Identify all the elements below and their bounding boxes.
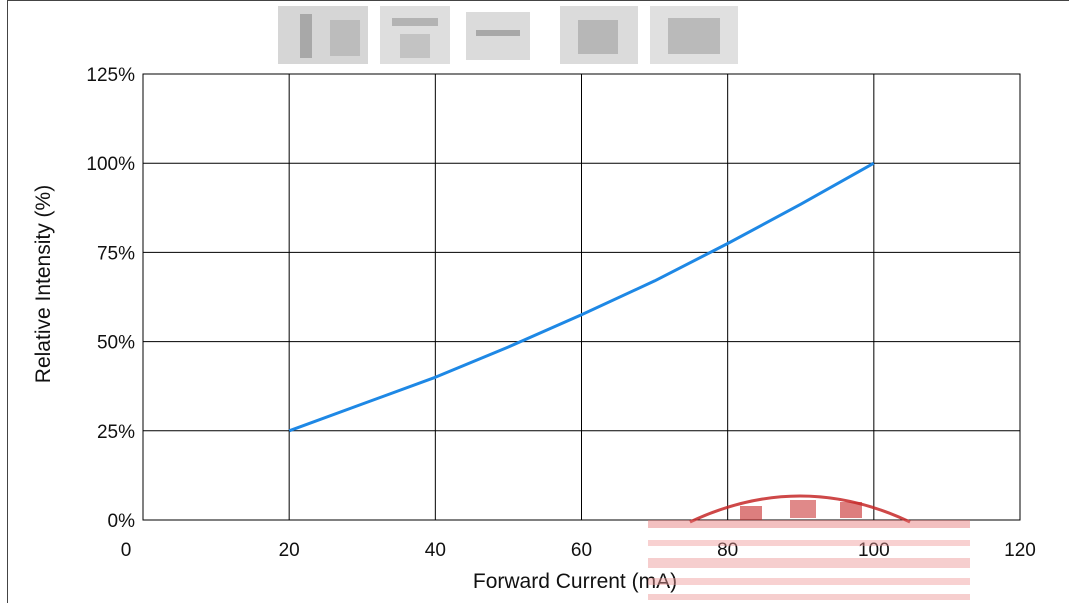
y-tick-labels: 0% 25% 50% 75% 100% 125% [86,65,135,532]
figure-frame [7,0,1069,603]
x-tick-label: 80 [717,540,738,561]
series-line [288,161,875,433]
y-axis-title: Relative Intensity (%) [32,185,55,383]
grid-lines [143,74,1020,520]
y-tick-label: 75% [97,243,135,264]
x-tick-label: 100 [858,540,890,561]
x-tick-label: 40 [425,540,446,561]
x-axis-title: Forward Current (mA) [473,570,677,593]
x-tick-label: 120 [1004,540,1036,561]
y-tick-label: 50% [97,333,135,354]
x-tick-label: 20 [279,540,300,561]
y-tick-label: 25% [97,422,135,443]
x-tick-labels: 0 20 40 60 80 100 120 [121,540,1036,561]
y-tick-label: 125% [86,65,135,86]
series-layer [288,161,875,433]
company-seal-stamp [648,494,970,600]
plot-area [142,73,1021,521]
header-logo [278,6,738,64]
y-tick-label: 100% [86,154,135,175]
x-tick-label: 60 [571,540,592,561]
plot-border [142,73,1021,521]
x-tick-label: 0 [121,540,132,561]
y-tick-label: 0% [108,511,136,532]
